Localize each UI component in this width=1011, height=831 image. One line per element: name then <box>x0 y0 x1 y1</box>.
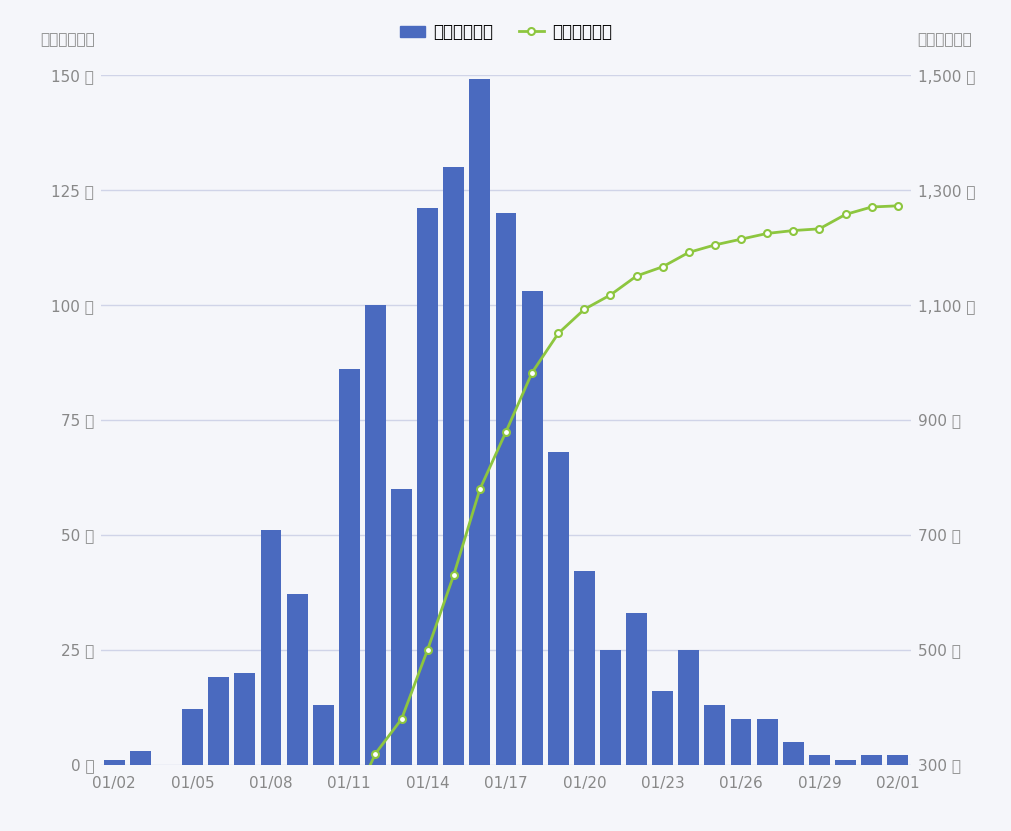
Bar <box>208 677 228 765</box>
Bar <box>521 291 542 765</box>
Bar <box>756 719 776 765</box>
Bar <box>547 452 568 765</box>
Bar <box>443 167 464 765</box>
Legend: 每日新增人数, 累计确诈人数: 每日新增人数, 累计确诈人数 <box>393 17 618 48</box>
Bar <box>469 80 490 765</box>
Bar <box>235 672 255 765</box>
Bar <box>182 710 203 765</box>
Bar <box>677 650 699 765</box>
Bar <box>626 612 646 765</box>
Bar <box>312 705 334 765</box>
Bar <box>260 530 281 765</box>
Bar <box>573 572 594 765</box>
Bar <box>104 760 124 765</box>
Bar <box>834 760 855 765</box>
Bar <box>730 719 751 765</box>
Bar <box>783 741 803 765</box>
Bar <box>129 750 151 765</box>
Bar <box>808 755 829 765</box>
Text: 累计确诈人数: 累计确诈人数 <box>916 32 971 47</box>
Bar <box>365 305 385 765</box>
Bar <box>286 594 307 765</box>
Bar <box>417 208 438 765</box>
Bar <box>390 489 411 765</box>
Bar <box>339 369 359 765</box>
Bar <box>495 213 516 765</box>
Bar <box>704 705 725 765</box>
Bar <box>600 650 621 765</box>
Bar <box>887 755 907 765</box>
Bar <box>652 691 672 765</box>
Text: 每日新增人数: 每日新增人数 <box>40 32 95 47</box>
Bar <box>860 755 882 765</box>
